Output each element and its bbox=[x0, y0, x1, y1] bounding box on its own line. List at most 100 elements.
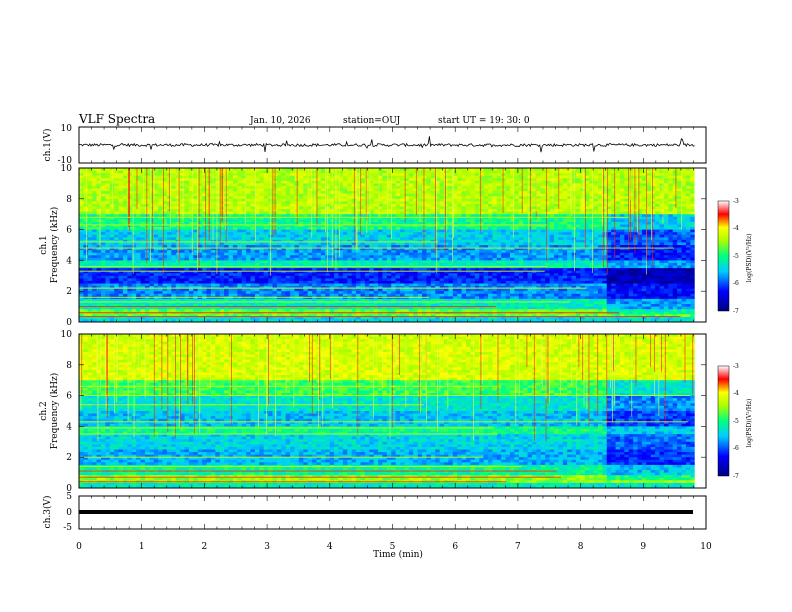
spectrogram-cell bbox=[197, 203, 203, 207]
spectrogram-cell bbox=[435, 185, 441, 189]
spectrogram-cell bbox=[364, 178, 370, 182]
spectrogram-cell bbox=[92, 180, 97, 184]
spectrogram-cell bbox=[276, 283, 282, 287]
spectrogram-cell bbox=[136, 262, 141, 266]
spectrogram-cell bbox=[276, 188, 282, 192]
spectrogram-cell bbox=[369, 250, 375, 254]
spectrogram-cell bbox=[303, 306, 309, 310]
spectrogram-cell bbox=[210, 301, 216, 305]
spectrogram-cell bbox=[294, 278, 300, 282]
spectrogram-cell bbox=[430, 273, 436, 277]
spectrogram-cell bbox=[259, 193, 265, 197]
spectrogram-cell bbox=[338, 229, 344, 233]
spectrogram-cell bbox=[373, 219, 379, 223]
spectrogram-cell bbox=[118, 288, 124, 292]
spectrogram-cell bbox=[109, 227, 115, 230]
spectrogram-cell bbox=[364, 275, 370, 279]
spectrogram-cell bbox=[109, 262, 115, 266]
spectrogram-cell bbox=[118, 260, 124, 264]
spectrogram-cell bbox=[320, 221, 326, 225]
spectrogram-cell bbox=[232, 301, 238, 305]
spectrogram-cell bbox=[263, 304, 269, 307]
spectrogram-cell bbox=[162, 239, 168, 243]
spectrogram-cell bbox=[131, 260, 137, 264]
spectrogram-cell bbox=[153, 311, 159, 315]
spectrogram-cell bbox=[320, 180, 326, 184]
spectrogram-cell bbox=[342, 175, 348, 179]
spectrogram-cell bbox=[246, 183, 251, 187]
spectrogram-cell bbox=[413, 270, 419, 274]
spectrogram-cell bbox=[320, 237, 326, 241]
spectrogram-cell bbox=[356, 214, 361, 218]
spectrogram-cell bbox=[83, 170, 89, 174]
spectrogram-cell bbox=[184, 275, 190, 279]
spectrogram-cell bbox=[391, 175, 397, 179]
spectrogram-cell bbox=[281, 185, 287, 189]
spectrogram-cell bbox=[263, 234, 269, 238]
spectrogram-cell bbox=[272, 275, 278, 279]
spectrogram-cell bbox=[105, 178, 111, 182]
spectrogram-cell bbox=[241, 224, 247, 228]
spectrogram-cell bbox=[395, 203, 401, 207]
spectrogram-cell bbox=[430, 183, 436, 187]
spectrogram-cell bbox=[259, 293, 265, 297]
spectrogram-cell bbox=[224, 268, 229, 272]
spectrogram-cell bbox=[224, 316, 229, 320]
spectrogram-cell bbox=[408, 304, 414, 307]
spectrogram-cell bbox=[197, 278, 203, 282]
spectrogram-cell bbox=[246, 306, 251, 310]
spectrogram-cell bbox=[246, 201, 251, 205]
spectrogram-cell bbox=[158, 183, 163, 187]
spectrogram-cell bbox=[391, 270, 397, 274]
spectrogram-cell bbox=[162, 173, 168, 177]
spectrogram-cell bbox=[149, 239, 155, 243]
spectrogram-cell bbox=[92, 221, 97, 225]
spectrogram-cell bbox=[149, 288, 155, 292]
spectrogram-cell bbox=[373, 260, 379, 264]
spectrogram-cell bbox=[188, 175, 194, 179]
spectrogram-cell bbox=[158, 314, 163, 318]
spectrogram-cell bbox=[395, 209, 401, 213]
spectrogram-cell bbox=[364, 257, 370, 261]
spectrogram-cell bbox=[100, 306, 106, 310]
spectrogram-cell bbox=[215, 232, 221, 236]
spectrogram-cell bbox=[171, 198, 177, 202]
spectrogram-cell bbox=[422, 206, 427, 210]
spectrogram-cell bbox=[184, 178, 190, 182]
spectrogram-cell bbox=[87, 229, 93, 233]
spectrogram-cell bbox=[188, 291, 194, 295]
spectrogram-cell bbox=[391, 196, 397, 200]
spectrogram-cell bbox=[118, 245, 124, 248]
spectrogram-cell bbox=[96, 316, 102, 320]
spectrogram-cell bbox=[334, 216, 339, 220]
spectrogram-cell bbox=[334, 175, 339, 179]
spectrogram-cell bbox=[254, 242, 260, 246]
spectrogram-cell bbox=[254, 309, 260, 313]
spectrogram-cell bbox=[215, 252, 221, 256]
spectrogram-cell bbox=[228, 283, 234, 287]
spectrogram-cell bbox=[149, 268, 155, 272]
spectrogram-cell bbox=[254, 237, 260, 241]
spectrogram-cell bbox=[79, 183, 84, 187]
spectrogram-cell bbox=[210, 257, 216, 261]
spectrogram-cell bbox=[364, 278, 370, 282]
spectrogram-cell bbox=[364, 245, 370, 248]
spectrogram-cell bbox=[347, 311, 353, 315]
spectrogram-cell bbox=[100, 242, 106, 246]
spectrogram-cell bbox=[426, 304, 432, 307]
spectrogram-cell bbox=[347, 260, 353, 264]
spectrogram-cell bbox=[334, 183, 339, 187]
spectrogram-cell bbox=[224, 314, 229, 318]
spectrogram-cell bbox=[175, 288, 181, 292]
spectrogram-cell bbox=[87, 301, 93, 305]
spectrogram-cell bbox=[96, 180, 102, 184]
spectrogram-cell bbox=[378, 245, 383, 248]
spectrogram-cell bbox=[224, 211, 229, 215]
spectrogram-cell bbox=[303, 232, 309, 236]
spectrogram-cell bbox=[180, 209, 185, 213]
spectrogram-cell bbox=[96, 203, 102, 207]
spectrogram-cell bbox=[391, 239, 397, 243]
spectrogram-cell bbox=[426, 188, 432, 192]
spectrogram-cell bbox=[79, 265, 84, 269]
spectrogram-cell bbox=[294, 275, 300, 279]
